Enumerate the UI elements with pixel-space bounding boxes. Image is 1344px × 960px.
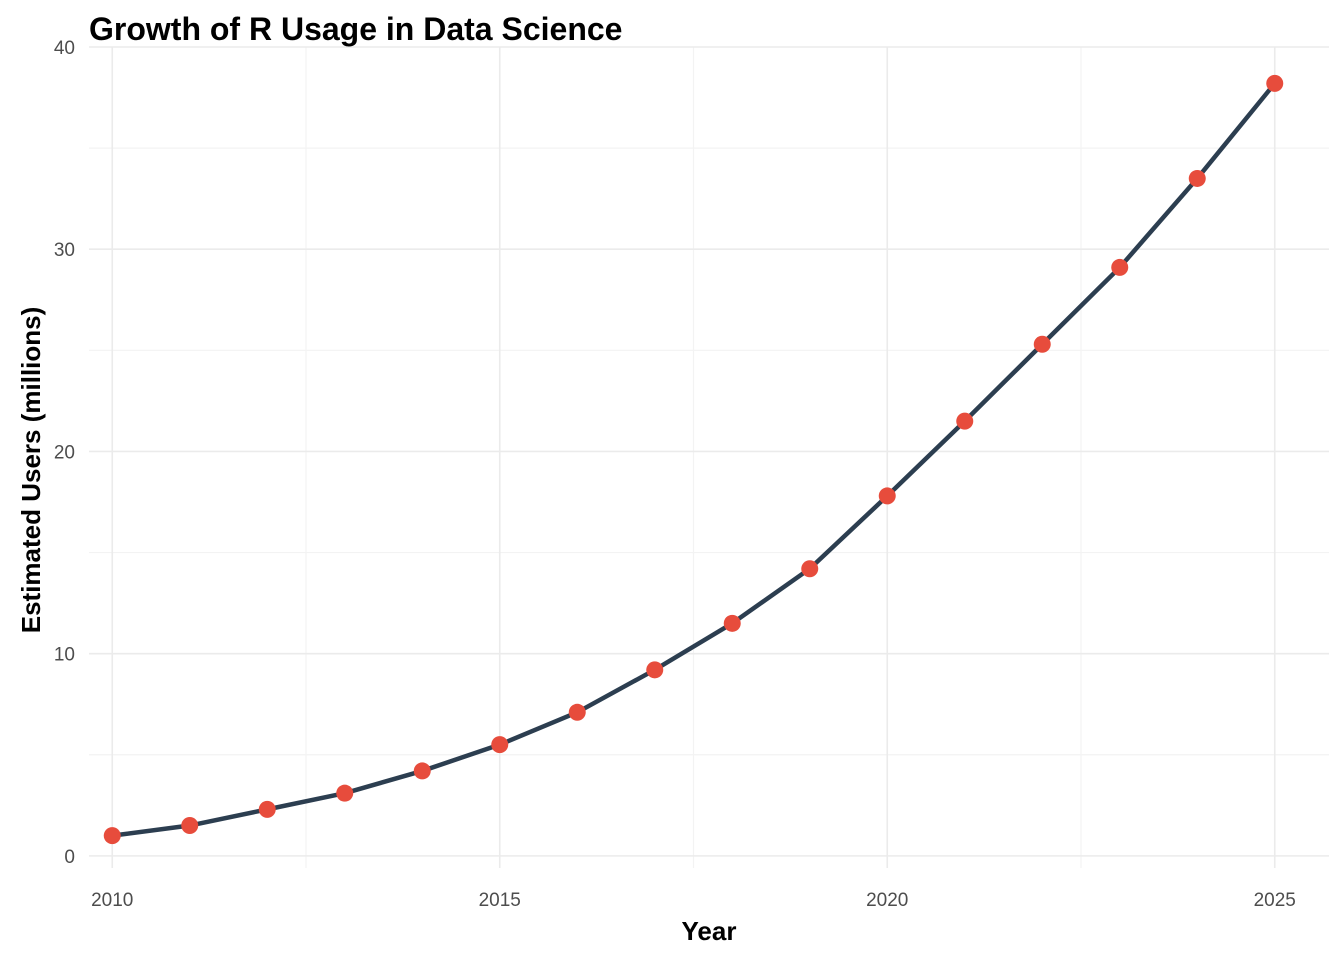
- data-point: [1033, 335, 1051, 353]
- chart-title: Growth of R Usage in Data Science: [89, 11, 622, 47]
- y-tick-label: 30: [54, 240, 75, 261]
- y-tick-label: 0: [64, 847, 75, 868]
- data-point: [956, 412, 974, 430]
- data-point: [646, 661, 664, 679]
- data-point: [336, 784, 354, 802]
- data-point: [103, 827, 121, 845]
- data-point: [568, 703, 586, 721]
- data-point: [723, 614, 741, 632]
- x-tick-label: 2025: [1254, 890, 1296, 911]
- data-point: [1266, 74, 1284, 92]
- data-point: [258, 800, 276, 818]
- data-point: [878, 487, 896, 505]
- data-point: [413, 762, 431, 780]
- data-point: [1188, 169, 1206, 187]
- x-axis-title: Year: [682, 916, 737, 946]
- x-tick-label: 2010: [91, 890, 133, 911]
- data-point: [801, 560, 819, 578]
- tick-labels: 2010 2015 2020 2025 0 10 20 30 40: [54, 38, 1296, 911]
- data-point: [491, 736, 509, 754]
- y-tick-label: 20: [54, 442, 75, 463]
- x-tick-label: 2020: [866, 890, 908, 911]
- grid: [89, 46, 1329, 868]
- series-line: [110, 81, 1277, 838]
- data-point: [181, 817, 199, 835]
- series-growth: [103, 74, 1284, 845]
- y-tick-label: 40: [54, 38, 75, 59]
- x-tick-label: 2015: [479, 890, 521, 911]
- y-axis-title: Estimated Users (millions): [16, 307, 46, 634]
- data-point: [1111, 258, 1129, 276]
- y-tick-label: 10: [54, 645, 75, 666]
